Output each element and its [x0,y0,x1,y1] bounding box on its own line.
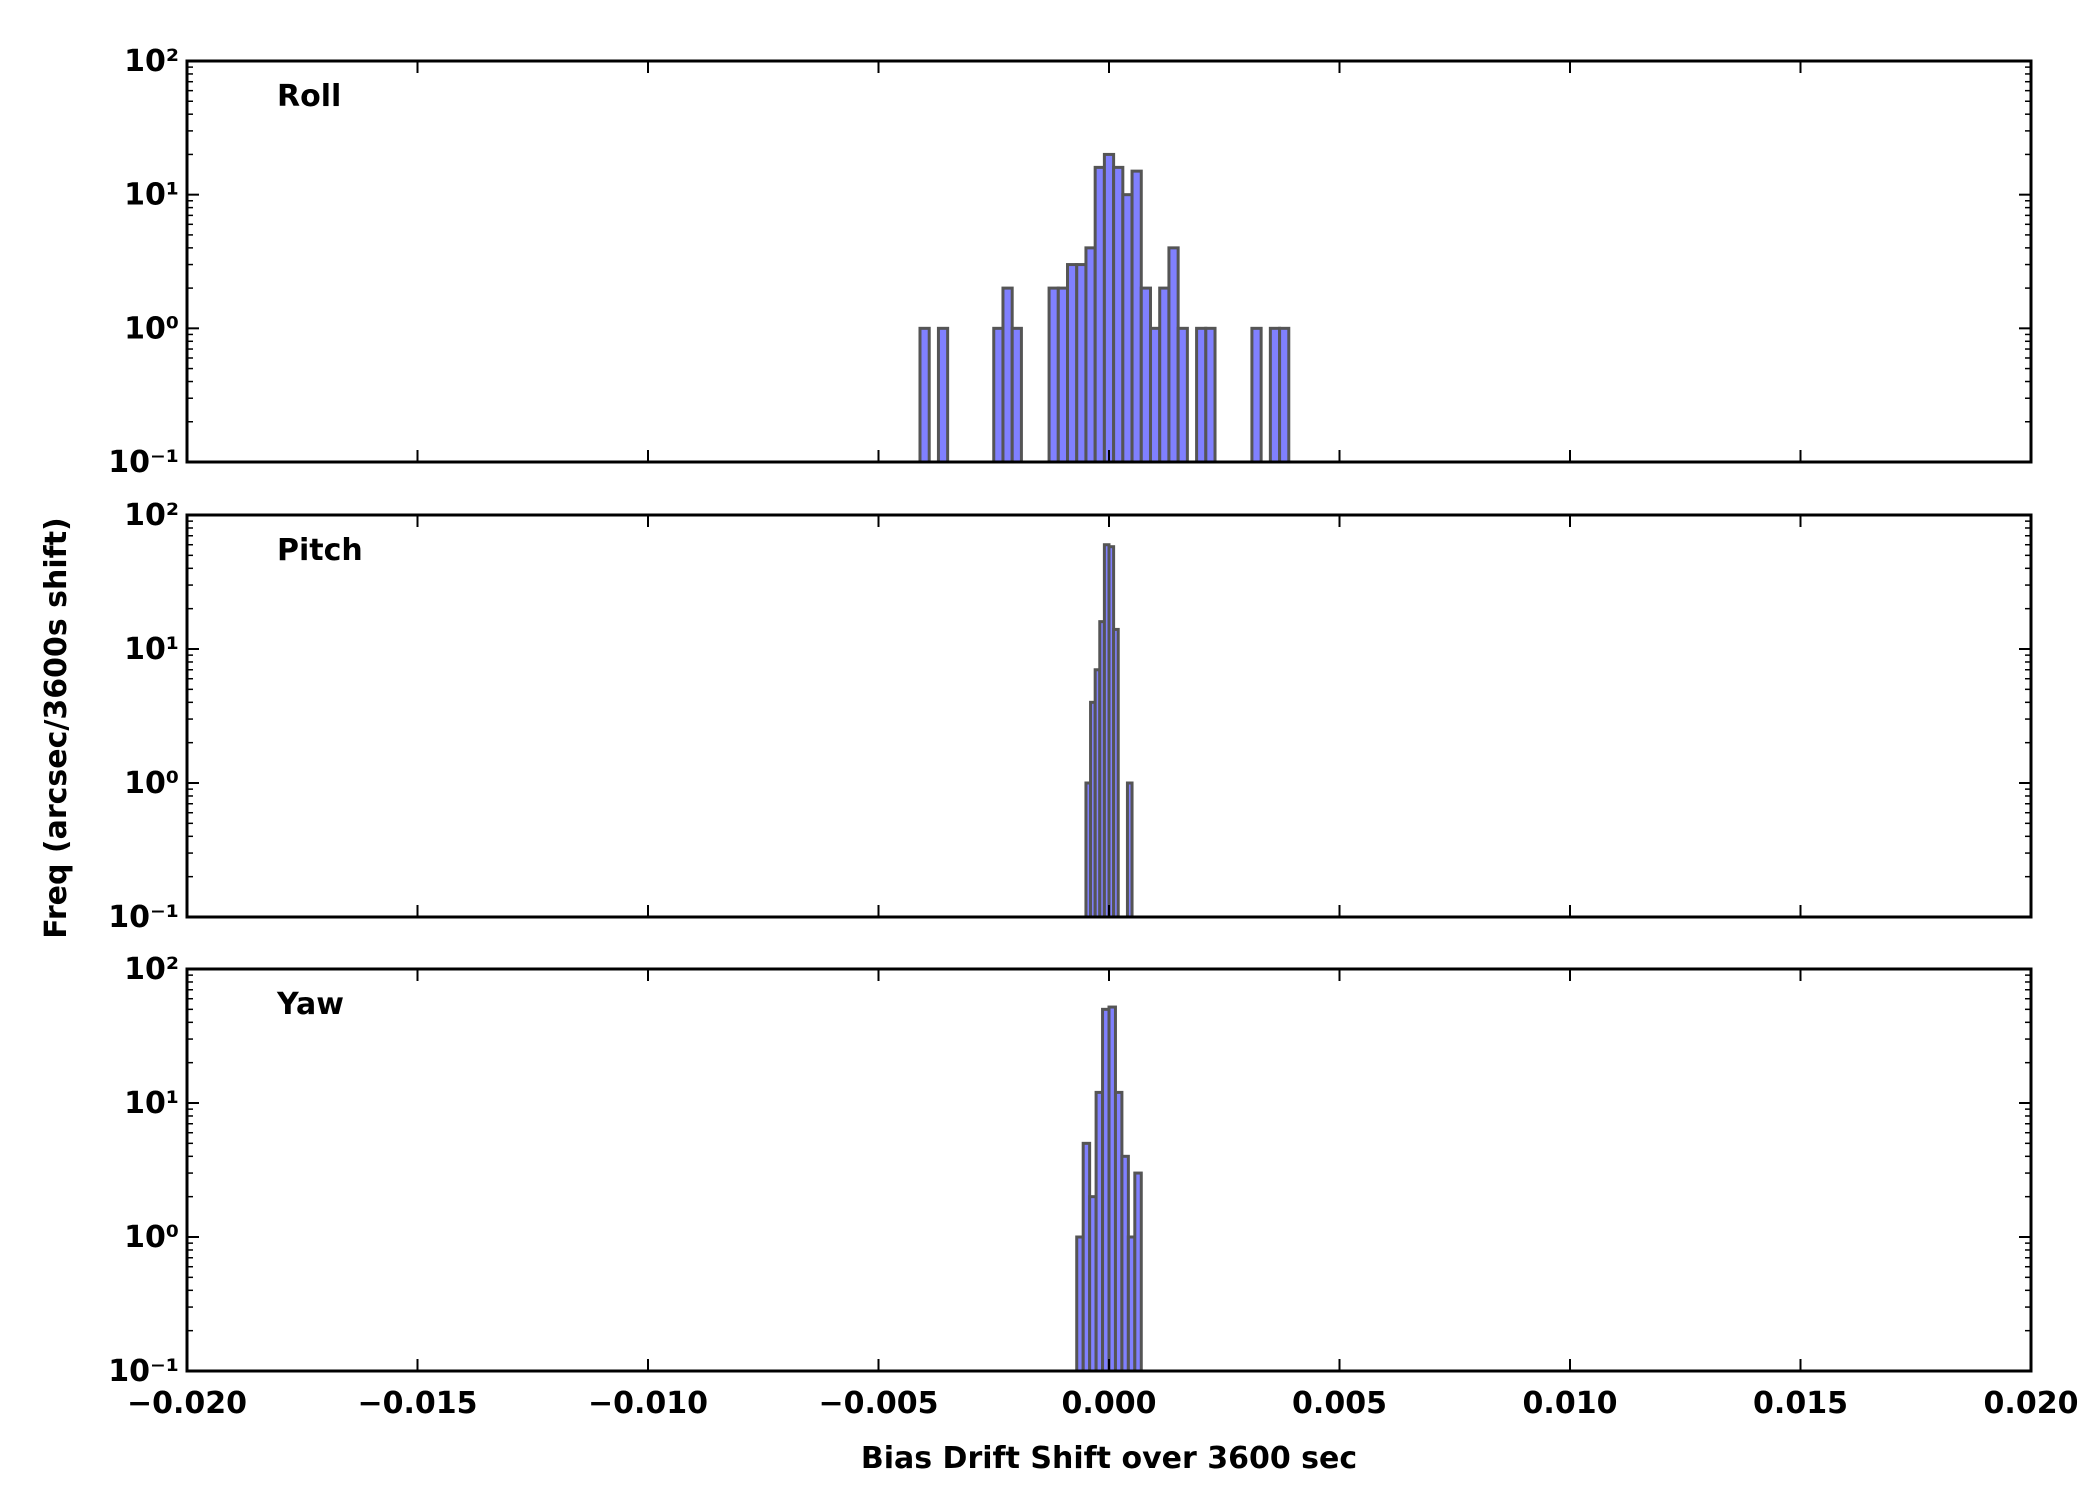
y-tick-label: 10⁻¹ [108,900,179,935]
y-tick-label: 10¹ [124,178,179,213]
y-tick-label: 10⁰ [124,311,179,346]
bar [936,326,950,464]
x-tick-label: 0.015 [1753,1386,1848,1421]
y-tick-label: 10² [124,498,179,533]
panel-label: Pitch [277,533,363,568]
y-tick-label: 10¹ [124,1086,179,1121]
x-tick-label: −0.015 [357,1386,477,1421]
y-tick-label: 10¹ [124,632,179,667]
bar [1250,326,1263,464]
x-tick-label: −0.010 [588,1386,708,1421]
y-tick-label: 10² [124,44,179,79]
plot-frame [185,513,2033,919]
x-tick-label: 0.020 [1984,1386,2079,1421]
y-tick-label: 10⁻¹ [108,445,179,480]
x-tick-label: −0.005 [818,1386,938,1421]
bar [918,326,931,464]
y-axis-label: Freq (arcsec/3600s shift) [39,517,74,939]
y-tick-label: 10⁻¹ [108,1354,179,1389]
x-tick-label: 0.000 [1062,1386,1157,1421]
x-tick-label: 0.010 [1523,1386,1618,1421]
y-tick-label: 10² [124,952,179,987]
plot-frame [185,967,2033,1373]
bar [1176,326,1189,464]
plot-frame [185,59,2033,464]
x-tick-label: −0.020 [127,1386,247,1421]
bar [1133,1171,1143,1373]
x-axis-label: Bias Drift Shift over 3600 sec [861,1441,1357,1476]
bar [1112,627,1120,919]
bar [1204,326,1217,464]
bar [1278,326,1291,464]
panel-label: Roll [277,79,341,114]
x-tick-label: 0.005 [1292,1386,1387,1421]
bar [1010,326,1023,464]
panel-label: Yaw [276,987,344,1022]
bar [1125,781,1134,919]
y-tick-label: 10⁰ [124,766,179,801]
y-tick-label: 10⁰ [124,1220,179,1255]
